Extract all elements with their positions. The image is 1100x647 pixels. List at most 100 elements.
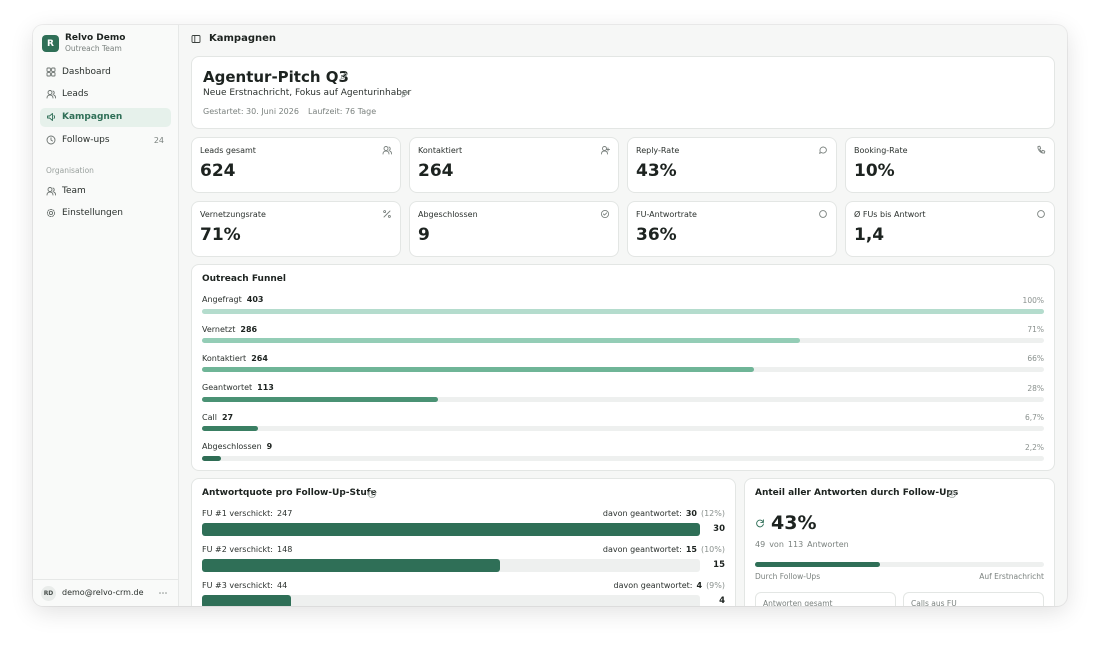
kpi-card [627,201,837,257]
icon [600,209,610,219]
stage-share: 71% [1027,324,1044,334]
kpi-label: Reply-Rate [636,145,680,155]
stage-share: 100% [1022,295,1044,305]
answered-rate: (9%) [706,581,725,591]
nav-icon [46,89,56,99]
icon [46,187,56,196]
kpi-value: 264 [418,160,454,181]
stage-label: Angefragt [202,295,242,305]
icon [1037,210,1045,218]
app-window: R Relvo Demo Outreach Team Dashboard Leads Ka… [33,25,1067,606]
stage-count: 27 [221,412,234,422]
icon [46,208,56,218]
user-menu-button[interactable] [157,588,169,598]
fu-step-label: FU #2 verschickt: 148 [202,545,292,555]
stage-bar [202,455,221,461]
answered-count: 15 [685,545,697,555]
step-answered-value: 30 [713,524,725,535]
funnel-stage: Kontaktiert 264 [202,354,268,364]
stage-label: Vernetzt [202,324,236,334]
stage-share: 2,2% [1024,442,1044,452]
icon [601,146,610,155]
fu-step-label: FU #1 verschickt: 247 [202,509,292,519]
header-title: Kampagnen [209,32,277,44]
campaign-description: Neue Erstnachricht, Fokus auf Agenturinh… [203,88,412,99]
stage-count: 264 [251,354,268,363]
funnel-stage: Abgeschlossen 9 [202,442,272,452]
step-label: FU #3 verschickt: [202,581,274,591]
stage-bar [202,337,800,343]
workspace-team: Outreach Team [65,44,122,53]
icon [47,113,55,121]
stage-share: 6,7% [1024,413,1044,423]
answered-count: 30 [685,509,697,519]
answered-label: davon geantwortet: [613,581,693,591]
nav-label: Team [62,185,86,196]
nav-item[interactable] [40,85,171,104]
fu-steps-title: Antwortquote pro Follow-Up-Stufe [202,487,377,498]
kpi-icon [818,209,828,219]
answered-count: 4 [696,581,703,591]
answered-rate: (12%) [700,509,725,519]
logo: R [42,35,59,52]
funnel-stage: Vernetzt 286 [202,325,257,335]
kpi-label: Abgeschlossen [418,209,478,219]
kpi-value: 624 [200,160,236,181]
icon [819,146,827,154]
campaign-started: Gestartet: 30. Juni 2026 [203,106,299,116]
kpi-card [845,137,1055,193]
fu-share-value: 43% [771,512,817,535]
stage-label: Call [202,412,217,422]
kpi-icon [382,145,392,155]
kpi-card [409,137,619,193]
kpi-value: 1,4 [854,224,885,245]
stage-bar [202,367,754,373]
kpi-label: Kontaktiert [418,145,463,155]
legend-left: Durch Follow-Ups [755,571,821,581]
nav-label: Einstellungen [62,207,124,218]
step-sent: 148 [277,545,293,555]
fu-steps-card [191,478,736,606]
detail-of: von [769,540,784,550]
nav-label: Leads [62,88,89,99]
nav-item[interactable] [40,182,171,201]
kpi-label: Vernetzungsrate [200,209,266,219]
kpi-value: 10% [854,160,895,181]
nav-icon [46,112,56,122]
kpi-card [845,201,1055,257]
stage-bar [202,308,1044,314]
icon [401,90,409,98]
nav-icon [46,208,56,218]
stage-label: Kontaktiert [202,354,247,363]
stage-share: 66% [1027,354,1044,364]
stage-track [202,455,1044,461]
campaign-name: Agentur-Pitch Q3 [203,67,349,86]
nav-badge: 24 [153,136,164,146]
nav-active-bg [40,107,171,127]
kpi-icon [1036,209,1046,219]
icon [947,489,957,499]
stage-bar [202,396,439,402]
icon [1037,145,1046,154]
stage-share: 28% [1027,383,1044,393]
info-icon [367,489,377,499]
step-answered-value: 15 [713,560,725,571]
user-email: demo@relvo-crm.de [62,588,144,598]
icon [382,146,392,155]
kpi-label: Booking-Rate [854,145,908,155]
header-icon [191,34,201,44]
step-bar [202,559,501,572]
kpi-icon [382,209,392,219]
fu-step-answered: davon geantwortet: 30 (12%) [603,509,725,519]
stage-track [202,426,1044,432]
step-bar [202,523,700,536]
share-track [755,562,1044,567]
funnel-stage: Call 27 [202,413,233,423]
icon [46,90,56,99]
stage-label: Geantwortet [202,383,253,393]
answered-label: davon geantwortet: [602,509,682,519]
info-icon [947,489,957,499]
kpi-label: Ø FUs bis Antwort [854,209,926,219]
